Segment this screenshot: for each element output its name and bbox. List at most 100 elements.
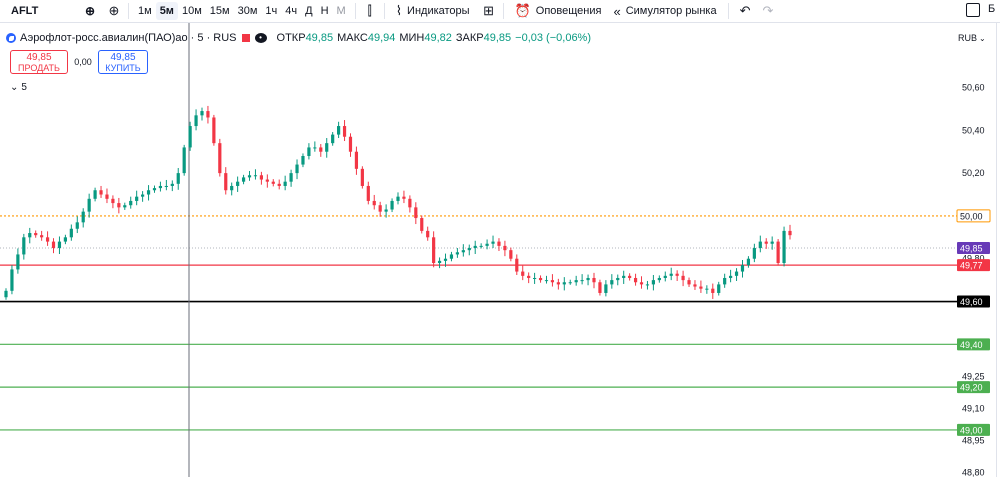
candle <box>259 171 263 185</box>
favorite-icon[interactable]: ⊕ <box>84 4 95 18</box>
redo-icon[interactable]: ↷ <box>762 3 774 18</box>
candle-body <box>342 126 347 137</box>
candle-body <box>746 258 751 266</box>
candle <box>515 254 519 275</box>
candle-body <box>616 277 620 281</box>
candle-body <box>271 181 275 184</box>
candle <box>752 243 756 263</box>
candle <box>740 260 745 278</box>
candle-body <box>420 218 424 231</box>
right-panel-label[interactable]: Б <box>988 3 996 15</box>
layout-panel-icon[interactable] <box>966 3 980 17</box>
candle-body <box>467 248 471 251</box>
candle <box>10 265 14 295</box>
series-title[interactable]: Аэрофлот-росс.авиалин(ПАО)ао · 5 · RUS <box>20 32 237 44</box>
candle <box>485 239 489 250</box>
candle-body <box>633 277 638 283</box>
candle <box>628 273 632 281</box>
symbol-search[interactable]: AFLT ⊕ <box>3 2 99 20</box>
symbol-logo-icon <box>6 33 16 43</box>
timeframe-0[interactable]: 1м <box>138 5 152 17</box>
candle <box>770 236 774 250</box>
candle-body <box>764 241 768 244</box>
candle-body <box>366 185 370 201</box>
chevron-down-icon: ⌄ <box>979 34 986 43</box>
candle-body <box>408 198 412 208</box>
replay-button[interactable]: « Симулятор рынка <box>607 1 722 21</box>
candle <box>40 230 44 241</box>
candle-type-icon[interactable]: ⫿ <box>367 3 372 18</box>
series-legend: Аэрофлот-росс.авиалин(ПАО)ао · 5 · RUS •… <box>6 30 591 46</box>
candle <box>283 175 287 191</box>
candle <box>236 176 240 192</box>
candle-body <box>87 198 91 212</box>
candle <box>533 272 537 284</box>
candle-body <box>378 205 382 212</box>
layouts-grid-icon[interactable]: ⊞ <box>483 3 495 18</box>
candle <box>51 238 56 254</box>
candle-body <box>693 284 697 287</box>
candle-body <box>164 185 168 187</box>
candle <box>402 190 406 204</box>
candle-body <box>580 280 584 282</box>
candle-body <box>568 282 572 284</box>
candle-body <box>348 136 353 152</box>
compare-add-icon[interactable]: ⊕ <box>108 3 120 18</box>
undo-icon[interactable]: ↶ <box>739 3 751 18</box>
timeframe-7[interactable]: Д <box>305 5 313 17</box>
timeframe-9[interactable]: М <box>336 5 346 17</box>
candle-body <box>705 288 709 290</box>
candle <box>633 273 638 286</box>
timeframe-8[interactable]: Н <box>320 5 329 17</box>
sell-button[interactable]: 49,85 ПРОДАТЬ <box>10 50 68 74</box>
red-flag-icon[interactable] <box>241 34 250 42</box>
candle <box>610 274 614 289</box>
price-tick-label: 49,80 <box>962 254 985 264</box>
timeframe-4[interactable]: 30м <box>237 5 258 17</box>
candle-body <box>491 241 495 244</box>
candle <box>141 191 145 202</box>
indicators-collapse-toggle[interactable]: ⌄ 5 <box>10 82 27 93</box>
candle <box>437 257 442 269</box>
candle <box>651 274 655 291</box>
low-value: 49,82 <box>424 32 452 44</box>
candle-body <box>99 190 103 195</box>
candle-body <box>622 275 626 278</box>
buy-button[interactable]: 49,85 КУПИТЬ <box>98 50 148 74</box>
candle <box>396 192 400 205</box>
candle-body <box>437 260 442 263</box>
timeframe-6[interactable]: 4ч <box>285 5 298 17</box>
candle-body <box>123 205 127 208</box>
toolbar-divider <box>727 3 729 19</box>
indicators-button[interactable]: ⌇ Индикаторы <box>390 1 476 21</box>
candle-body <box>212 117 216 144</box>
alerts-button[interactable]: ⏰ Оповещения <box>509 1 608 21</box>
trade-buttons: 49,85 ПРОДАТЬ 0,00 49,85 КУПИТЬ <box>10 50 148 74</box>
candle <box>224 167 228 195</box>
timeframe-5[interactable]: 1ч <box>265 5 278 17</box>
timeframe-2[interactable]: 10м <box>181 5 202 17</box>
timeframe-3[interactable]: 15м <box>209 5 230 17</box>
candle <box>337 121 341 139</box>
right-sidebar-border <box>996 22 997 477</box>
price-tick-label: 50,20 <box>962 168 985 178</box>
candle <box>117 197 121 214</box>
candle-body <box>752 248 756 259</box>
candle <box>212 114 216 146</box>
candle-body <box>354 151 359 169</box>
candle <box>562 277 566 291</box>
candle-body <box>675 273 679 276</box>
candle <box>253 169 258 180</box>
candle-body <box>325 143 329 152</box>
currency-selector[interactable]: RUB ⌄ <box>958 33 986 43</box>
candle-body <box>188 126 192 148</box>
eye-icon[interactable]: • <box>254 33 267 43</box>
candle <box>657 275 661 283</box>
high-value: 49,94 <box>367 32 396 44</box>
candle <box>313 141 317 152</box>
timeframe-1[interactable]: 5м <box>155 2 178 20</box>
candle-body <box>663 275 667 278</box>
price-tick-label: 48,80 <box>962 468 985 477</box>
candle-body <box>556 282 560 285</box>
